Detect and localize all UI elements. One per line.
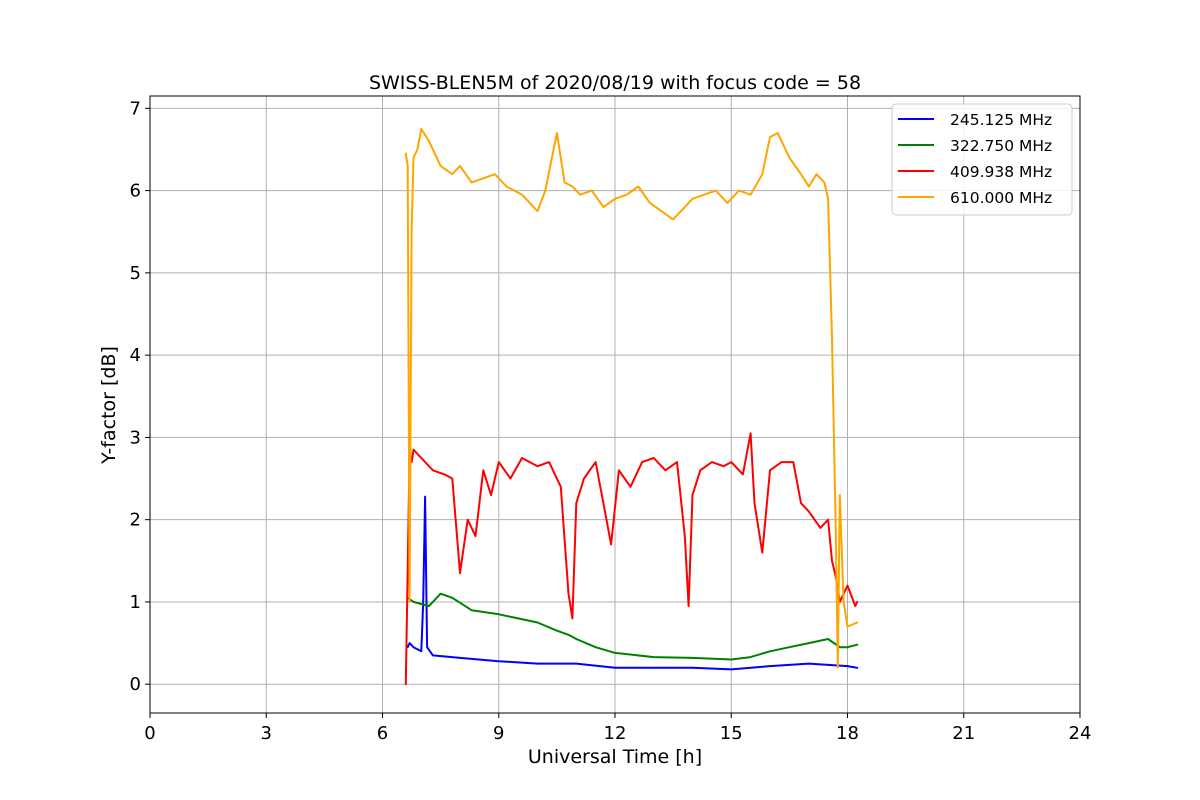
legend-box: [891, 103, 1073, 216]
series-line-3: [404, 127, 859, 669]
x-tick-label: 18: [836, 723, 859, 744]
series-line-0: [406, 495, 859, 671]
plot-lines: [404, 127, 859, 686]
y-tick-label: 0: [130, 674, 141, 695]
y-tick-label: 7: [130, 98, 141, 119]
chart-title: SWISS-BLEN5M of 2020/08/19 with focus co…: [369, 72, 861, 94]
y-axis-label: Y-factor [dB]: [98, 346, 120, 465]
y-tick-label: 5: [130, 263, 141, 284]
legend-label-3: 610.000 MHz: [950, 189, 1052, 207]
x-axis-label: Universal Time [h]: [528, 746, 702, 768]
x-tick-label: 15: [720, 723, 743, 744]
legend: 245.125 MHz 322.750 MHz 409.938 MHz 610.000…: [891, 103, 1073, 216]
y-axis-ticks: 0 1 2 3 4 5 6 7: [130, 98, 150, 695]
x-tick-label: 24: [1069, 723, 1092, 744]
legend-label-1: 322.750 MHz: [950, 137, 1052, 155]
x-tick-label: 9: [493, 723, 504, 744]
x-tick-label: 6: [377, 723, 388, 744]
legend-label-0: 245.125 MHz: [950, 111, 1052, 129]
legend-label-2: 409.938 MHz: [950, 163, 1052, 181]
x-axis-ticks: 0 3 6 9 12 15 18 21 24: [144, 713, 1091, 744]
series-line-2: [404, 432, 859, 686]
series-line-1: [406, 592, 859, 661]
y-tick-label: 2: [130, 510, 141, 531]
x-tick-label: 0: [144, 723, 155, 744]
y-tick-label: 3: [130, 427, 141, 448]
x-tick-label: 21: [952, 723, 975, 744]
y-tick-label: 1: [130, 592, 141, 613]
y-tick-label: 6: [130, 181, 141, 202]
x-tick-label: 3: [261, 723, 272, 744]
x-tick-label: 12: [604, 723, 627, 744]
y-tick-label: 4: [130, 345, 141, 366]
